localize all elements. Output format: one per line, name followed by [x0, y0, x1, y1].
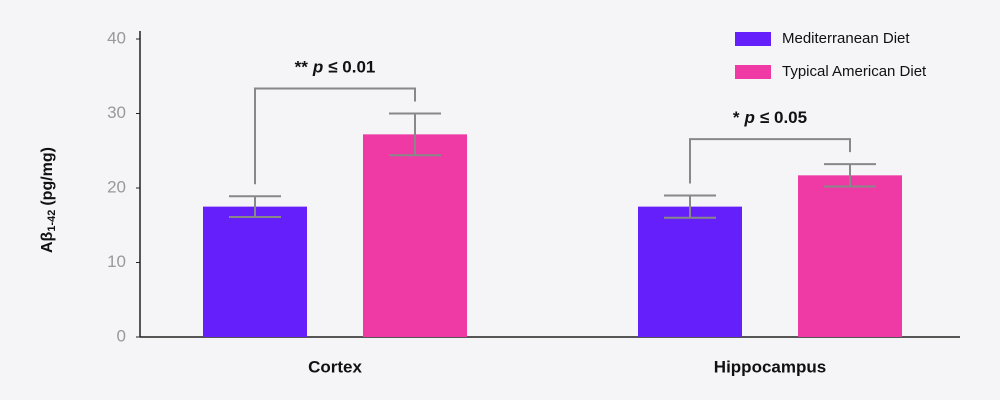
- error-bar: [824, 163, 876, 188]
- y-tick-label: 30: [107, 103, 126, 122]
- bar: [203, 206, 307, 337]
- significance-bracket: [254, 87, 416, 185]
- x-tick-label: Cortex: [308, 357, 362, 376]
- stars: **: [295, 58, 309, 77]
- y-label-main: Aβ: [39, 231, 56, 253]
- error-bar: [389, 112, 441, 157]
- y-label-subscript: 1-42: [46, 210, 58, 232]
- y-tick-label: 40: [107, 28, 126, 47]
- bar: [363, 134, 467, 337]
- error-bar: [229, 195, 281, 219]
- threshold: ≤ 0.05: [760, 109, 807, 128]
- significance-label: ** p ≤ 0.01: [295, 58, 376, 77]
- legend-label: Mediterranean Diet: [782, 30, 910, 47]
- legend-label: Typical American Diet: [782, 63, 927, 80]
- y-tick-label: 10: [107, 252, 126, 271]
- legend-swatch: [735, 32, 771, 46]
- bar: [638, 206, 742, 337]
- p-symbol: p: [312, 58, 323, 77]
- error-bar: [664, 194, 716, 219]
- y-label-unit: (pg/mg): [39, 147, 56, 206]
- stars: *: [733, 109, 740, 128]
- x-tick-label: Hippocampus: [714, 357, 826, 376]
- threshold: ≤ 0.01: [328, 58, 375, 77]
- p-symbol: p: [744, 109, 755, 128]
- y-tick-label: 20: [107, 177, 126, 196]
- significance-bracket: [689, 138, 851, 184]
- y-tick-label: 0: [117, 326, 126, 345]
- legend-swatch: [735, 65, 771, 79]
- bar: [798, 175, 902, 337]
- significance-label: * p ≤ 0.05: [733, 109, 807, 128]
- y-axis-label: Aβ1-42 (pg/mg): [39, 147, 58, 253]
